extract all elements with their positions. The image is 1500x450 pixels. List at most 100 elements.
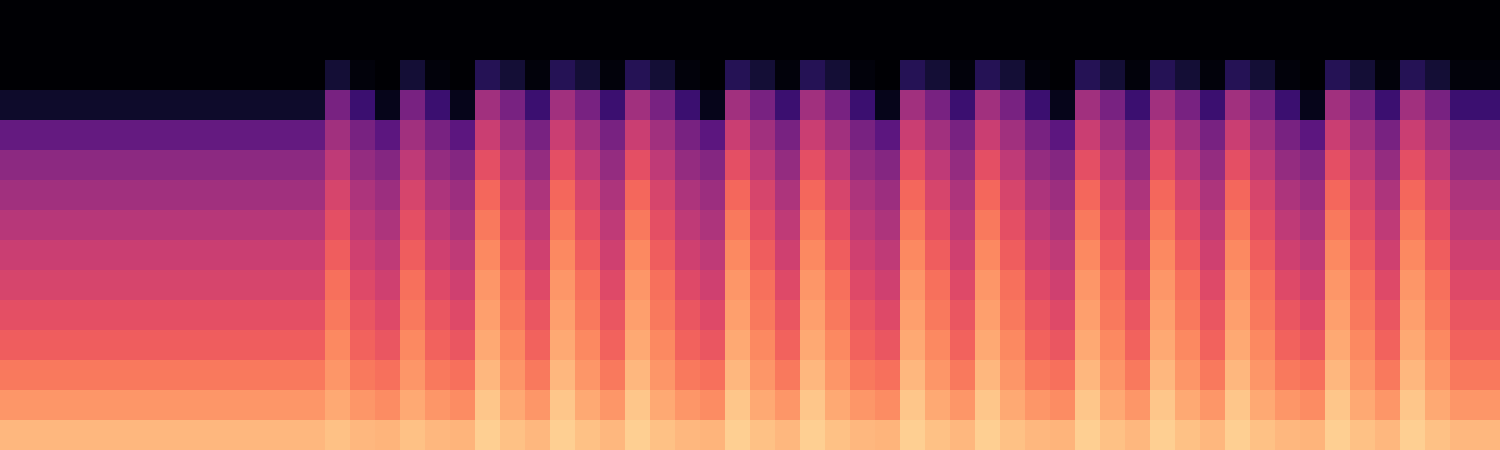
- heatmap-cell: [275, 390, 301, 421]
- heatmap-cell: [550, 270, 576, 301]
- heatmap-cell: [1425, 330, 1451, 361]
- heatmap-cell: [300, 30, 326, 61]
- heatmap-cell: [625, 180, 651, 211]
- heatmap-cell: [525, 180, 551, 211]
- heatmap-cell: [1250, 120, 1276, 151]
- heatmap-cell: [900, 390, 926, 421]
- heatmap-cell: [1275, 360, 1301, 391]
- heatmap-cell: [475, 390, 501, 421]
- heatmap-cell: [725, 270, 751, 301]
- heatmap-cell: [1350, 270, 1376, 301]
- heatmap-cell: [425, 330, 451, 361]
- heatmap-cell: [1300, 150, 1326, 181]
- heatmap-cell: [600, 390, 626, 421]
- heatmap-cell: [200, 240, 226, 271]
- heatmap-cell: [950, 60, 976, 91]
- heatmap-cell: [825, 330, 851, 361]
- heatmap-cell: [1375, 300, 1401, 331]
- heatmap-cell: [275, 420, 301, 450]
- heatmap-cell: [75, 270, 101, 301]
- heatmap-cell: [1425, 150, 1451, 181]
- heatmap-cell: [1375, 180, 1401, 211]
- heatmap-cell: [425, 90, 451, 121]
- heatmap-cell: [925, 210, 951, 241]
- heatmap-cell: [500, 360, 526, 391]
- heatmap-cell: [1275, 150, 1301, 181]
- heatmap-cell: [1450, 0, 1476, 31]
- heatmap-cell: [775, 60, 801, 91]
- heatmap-cell: [1425, 60, 1451, 91]
- heatmap-cell: [350, 60, 376, 91]
- heatmap-cell: [600, 120, 626, 151]
- heatmap-cell: [75, 30, 101, 61]
- heatmap-cell: [925, 120, 951, 151]
- heatmap-cell: [300, 210, 326, 241]
- heatmap-cell: [800, 90, 826, 121]
- heatmap-cell: [750, 270, 776, 301]
- heatmap-cell: [1275, 210, 1301, 241]
- heatmap-cell: [75, 180, 101, 211]
- heatmap-cell: [1100, 270, 1126, 301]
- heatmap-cell: [100, 390, 126, 421]
- heatmap-cell: [50, 120, 76, 151]
- heatmap-cell: [100, 120, 126, 151]
- heatmap-cell: [625, 300, 651, 331]
- heatmap-cell: [725, 210, 751, 241]
- heatmap-cell: [25, 150, 51, 181]
- heatmap-cell: [975, 210, 1001, 241]
- heatmap-cell: [150, 210, 176, 241]
- heatmap-cell: [25, 180, 51, 211]
- heatmap-cell: [700, 210, 726, 241]
- heatmap-cell: [700, 60, 726, 91]
- heatmap-cell: [375, 150, 401, 181]
- heatmap-cell: [0, 420, 26, 450]
- heatmap-cell: [600, 300, 626, 331]
- heatmap-cell: [450, 390, 476, 421]
- heatmap-cell: [1025, 270, 1051, 301]
- heatmap-cell: [375, 120, 401, 151]
- heatmap-cell: [1250, 390, 1276, 421]
- heatmap-cell: [500, 60, 526, 91]
- heatmap-cell: [650, 150, 676, 181]
- heatmap-cell: [1100, 420, 1126, 450]
- heatmap-cell: [125, 150, 151, 181]
- heatmap-cell: [725, 360, 751, 391]
- heatmap-cell: [500, 120, 526, 151]
- heatmap-cell: [875, 360, 901, 391]
- heatmap-cell: [850, 420, 876, 450]
- heatmap-cell: [50, 360, 76, 391]
- heatmap-cell: [725, 420, 751, 450]
- heatmap-cell: [1425, 180, 1451, 211]
- heatmap-cell: [1425, 0, 1451, 31]
- heatmap-cell: [175, 300, 201, 331]
- heatmap-cell: [800, 270, 826, 301]
- heatmap-cell: [1225, 300, 1251, 331]
- heatmap-cell: [450, 30, 476, 61]
- heatmap-cell: [300, 120, 326, 151]
- heatmap-cell: [1125, 180, 1151, 211]
- heatmap-cell: [1025, 150, 1051, 181]
- heatmap-cell: [1475, 270, 1500, 301]
- heatmap-cell: [750, 390, 776, 421]
- heatmap-cell: [425, 240, 451, 271]
- heatmap-cell: [225, 150, 251, 181]
- heatmap-cell: [1325, 180, 1351, 211]
- heatmap-cell: [850, 240, 876, 271]
- heatmap-cell: [800, 360, 826, 391]
- heatmap-cell: [975, 360, 1001, 391]
- heatmap-cell: [1350, 300, 1376, 331]
- heatmap-cell: [475, 300, 501, 331]
- heatmap-cell: [175, 60, 201, 91]
- heatmap-cell: [1450, 330, 1476, 361]
- heatmap-cell: [750, 360, 776, 391]
- heatmap-cell: [825, 150, 851, 181]
- heatmap-cell: [1475, 0, 1500, 31]
- heatmap-cell: [50, 420, 76, 450]
- heatmap-cell: [575, 180, 601, 211]
- heatmap-cell: [450, 360, 476, 391]
- heatmap-cell: [100, 150, 126, 181]
- heatmap-cell: [1200, 30, 1226, 61]
- heatmap-cell: [1100, 330, 1126, 361]
- heatmap-cell: [225, 120, 251, 151]
- heatmap-cell: [950, 0, 976, 31]
